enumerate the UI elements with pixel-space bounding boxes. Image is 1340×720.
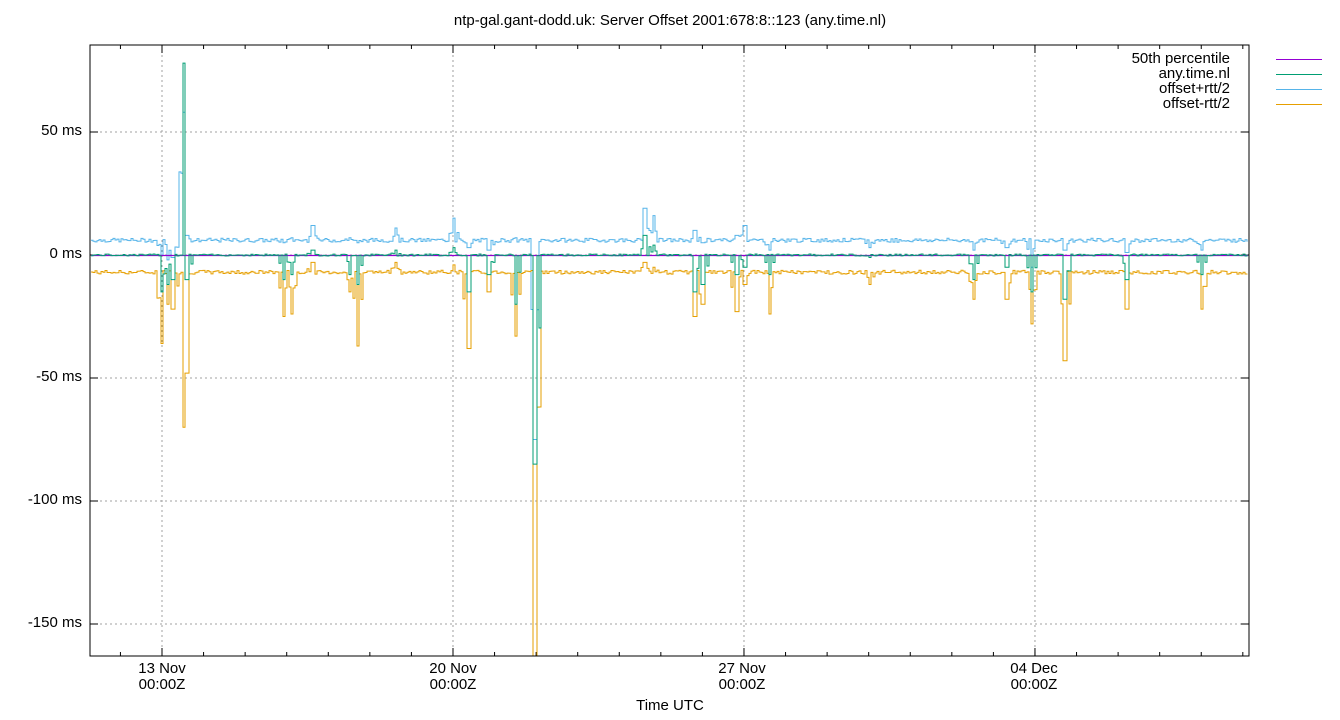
- y-tick-label: -50 ms: [36, 368, 82, 385]
- x-tick-time: 00:00Z: [138, 676, 186, 693]
- legend-swatch: [1276, 74, 1322, 75]
- legend-label: any.time.nl: [1158, 65, 1230, 82]
- legend-item-offset-plus-rtt: offset+rtt/2: [1132, 80, 1322, 97]
- x-tick-label: 04 Dec 00:00Z: [974, 661, 1094, 693]
- x-tick-label: 13 Nov 00:00Z: [102, 661, 222, 693]
- legend-label: offset-rtt/2: [1162, 95, 1230, 112]
- chart-title: ntp-gal.gant-dodd.uk: Server Offset 2001…: [453, 12, 887, 29]
- y-tick-label: -100 ms: [27, 491, 82, 508]
- legend-item-any-time-nl: any.time.nl: [1132, 65, 1322, 82]
- legend-swatch: [1276, 59, 1322, 60]
- x-tick-time: 00:00Z: [429, 676, 477, 693]
- x-tick-label: 27 Nov 00:00Z: [682, 661, 802, 693]
- legend-item-50th-percentile: 50th percentile: [1131, 50, 1322, 67]
- legend-item-offset-minus-rtt: offset-rtt/2: [1132, 95, 1322, 112]
- legend-swatch: [1276, 89, 1322, 90]
- x-axis-label: Time UTC: [636, 697, 704, 714]
- x-tick-date: 13 Nov: [138, 660, 186, 677]
- x-tick-date: 20 Nov: [429, 660, 477, 677]
- x-tick-date: 04 Dec: [1010, 660, 1058, 677]
- legend: 50th percentile any.time.nl offset+rtt/2…: [1131, 50, 1322, 112]
- x-tick-date: 27 Nov: [718, 660, 766, 677]
- x-tick-label: 20 Nov 00:00Z: [393, 661, 513, 693]
- x-tick-time: 00:00Z: [718, 676, 766, 693]
- y-tick-label: -150 ms: [27, 614, 82, 631]
- y-tick-label: 50 ms: [41, 122, 82, 139]
- legend-swatch: [1276, 104, 1322, 105]
- y-tick-label: 0 ms: [49, 245, 82, 262]
- legend-label: 50th percentile: [1131, 50, 1230, 67]
- x-tick-time: 00:00Z: [1010, 676, 1058, 693]
- legend-label: offset+rtt/2: [1158, 80, 1230, 97]
